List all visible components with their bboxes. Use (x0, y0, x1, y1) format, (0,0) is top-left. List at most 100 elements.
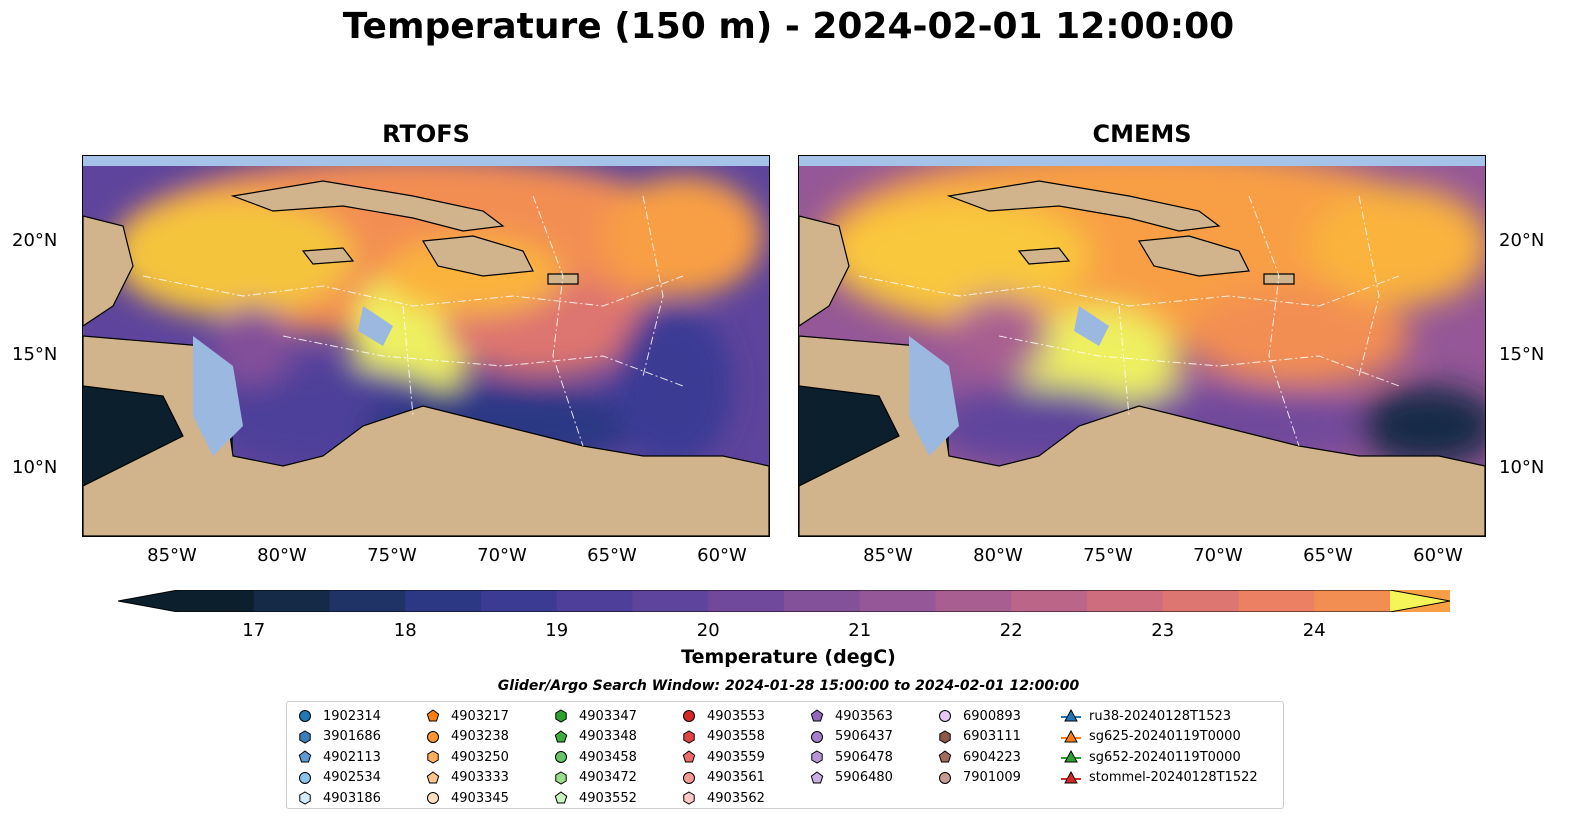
legend-item: 4902534 (295, 768, 381, 789)
legend-label: sg625-20240119T0000 (1089, 729, 1241, 745)
colorbar-extend-low (118, 590, 178, 612)
legend-marker-icon (426, 709, 440, 722)
colorbar-tick-label: 21 (848, 620, 872, 641)
legend-marker-icon (811, 750, 823, 764)
shelf-pedro-bank (358, 306, 393, 346)
puerto-rico-land (1263, 273, 1295, 285)
eez-boundaries (142, 195, 684, 447)
map-panel-cmems (798, 155, 1486, 537)
temperature-field (819, 156, 1485, 466)
eez-boundaries (858, 195, 1400, 447)
legend-marker-icon (427, 792, 439, 805)
legend-marker-icon (1061, 750, 1081, 763)
colorbar-segment (253, 590, 330, 612)
legend-column: 4903553 4903558 4903559 4903561 4903562 (679, 706, 765, 809)
legend-marker-icon (1061, 729, 1081, 743)
legend-item: 4903558 (679, 727, 765, 748)
shelf-nicaragua (909, 336, 959, 456)
legend-marker-icon (1061, 770, 1081, 784)
x-tick-label: 70°W (1193, 545, 1243, 566)
legend-marker-icon (299, 771, 311, 784)
central-south-america-land (83, 335, 769, 536)
legend-label: 4903562 (707, 790, 765, 806)
legend-item: 4903458 (551, 747, 637, 768)
central-south-america-land (799, 335, 1485, 536)
cuba-land (946, 180, 1221, 232)
legend-item: sg625-20240119T0000 (1061, 727, 1258, 748)
yucatan-land (799, 215, 850, 327)
x-tick-label: 60°W (697, 545, 747, 566)
legend-label: 4903552 (579, 790, 637, 806)
legend-item: ru38-20240128T1523 (1061, 706, 1258, 727)
legend-item: 4903553 (679, 706, 765, 727)
legend-label: 4903559 (707, 749, 765, 765)
figure-title: Temperature (150 m) - 2024-02-01 12:00:0… (342, 6, 1235, 47)
legend-column: 1902314 3901686 4902113 4902534 4903186 (295, 706, 381, 809)
colorbar-tick-label: 19 (545, 620, 569, 641)
legend-label: 4902534 (323, 770, 381, 786)
legend-marker-icon (683, 730, 695, 744)
legend-marker-icon (810, 771, 824, 784)
colorbar-segment (859, 590, 936, 612)
colorbar-tick-label: 20 (696, 620, 720, 641)
legend-marker-icon (427, 730, 439, 743)
north-shelf (799, 156, 1485, 166)
colorbar-segment (1011, 590, 1088, 612)
y-tick-label: 20°N (1499, 230, 1545, 251)
legend-item: 4903186 (295, 788, 381, 809)
legend-label: 6903111 (963, 729, 1021, 745)
legend-item: 5906480 (807, 768, 893, 789)
legend-label: 6904223 (963, 749, 1021, 765)
colorbar-svg (117, 589, 1577, 613)
legend-marker-icon (554, 791, 568, 804)
yucatan-land (83, 215, 134, 327)
legend-marker-icon (1061, 709, 1081, 722)
legend-item: 4903559 (679, 747, 765, 768)
legend-label: stommel-20240128T1522 (1089, 770, 1258, 786)
x-tick-label: 60°W (1413, 545, 1463, 566)
puerto-rico-land (547, 273, 579, 285)
colorbar-segment (178, 590, 255, 612)
north-shelf (83, 156, 769, 166)
y-tick-label: 15°N (1499, 344, 1545, 365)
legend-item: 4903238 (423, 727, 509, 748)
legend-marker-icon (682, 750, 696, 763)
legend-column: 6900893 6903111 6904223 7901009 (935, 706, 1021, 788)
legend-label: 4903458 (579, 749, 637, 765)
legend-label: 4903472 (579, 770, 637, 786)
legend-label: 4903186 (323, 790, 381, 806)
legend-label: 6900893 (963, 708, 1021, 724)
map-cmems-svg (799, 156, 1485, 536)
colorbar-segment (405, 590, 482, 612)
legend: 1902314 3901686 4902113 4902534 4903186 49032… (286, 701, 1284, 809)
colorbar-segment (1238, 590, 1315, 612)
legend-marker-icon (427, 750, 439, 764)
legend-label: 4903558 (707, 729, 765, 745)
legend-label: 3901686 (323, 729, 381, 745)
shelf-pedro-bank (1074, 306, 1109, 346)
legend-item: 4903347 (551, 706, 637, 727)
legend-marker-icon (299, 730, 311, 744)
legend-item: sg652-20240119T0000 (1061, 747, 1258, 768)
legend-marker-icon (939, 771, 951, 784)
colorbar-tick-label: 24 (1302, 620, 1326, 641)
legend-item: 4903552 (551, 788, 637, 809)
panel-title-cmems: CMEMS (1092, 120, 1192, 148)
legend-marker-icon (683, 791, 695, 805)
legend-marker-icon (426, 771, 440, 784)
panel-title-rtofs: RTOFS (382, 120, 470, 148)
legend-marker-icon (683, 771, 695, 784)
legend-item: 4903472 (551, 768, 637, 789)
legend-marker-icon (298, 750, 312, 763)
legend-item: 4902113 (295, 747, 381, 768)
legend-marker-icon (683, 710, 695, 723)
legend-item: 5906437 (807, 727, 893, 748)
y-tick-label: 20°N (12, 230, 58, 251)
legend-item: 7901009 (935, 768, 1021, 789)
colorbar-segment (481, 590, 558, 612)
colorbar-segment (708, 590, 785, 612)
legend-label: 4903250 (451, 749, 509, 765)
legend-item: 6904223 (935, 747, 1021, 768)
legend-marker-icon (554, 730, 568, 743)
y-tick-label: 10°N (1499, 457, 1545, 478)
